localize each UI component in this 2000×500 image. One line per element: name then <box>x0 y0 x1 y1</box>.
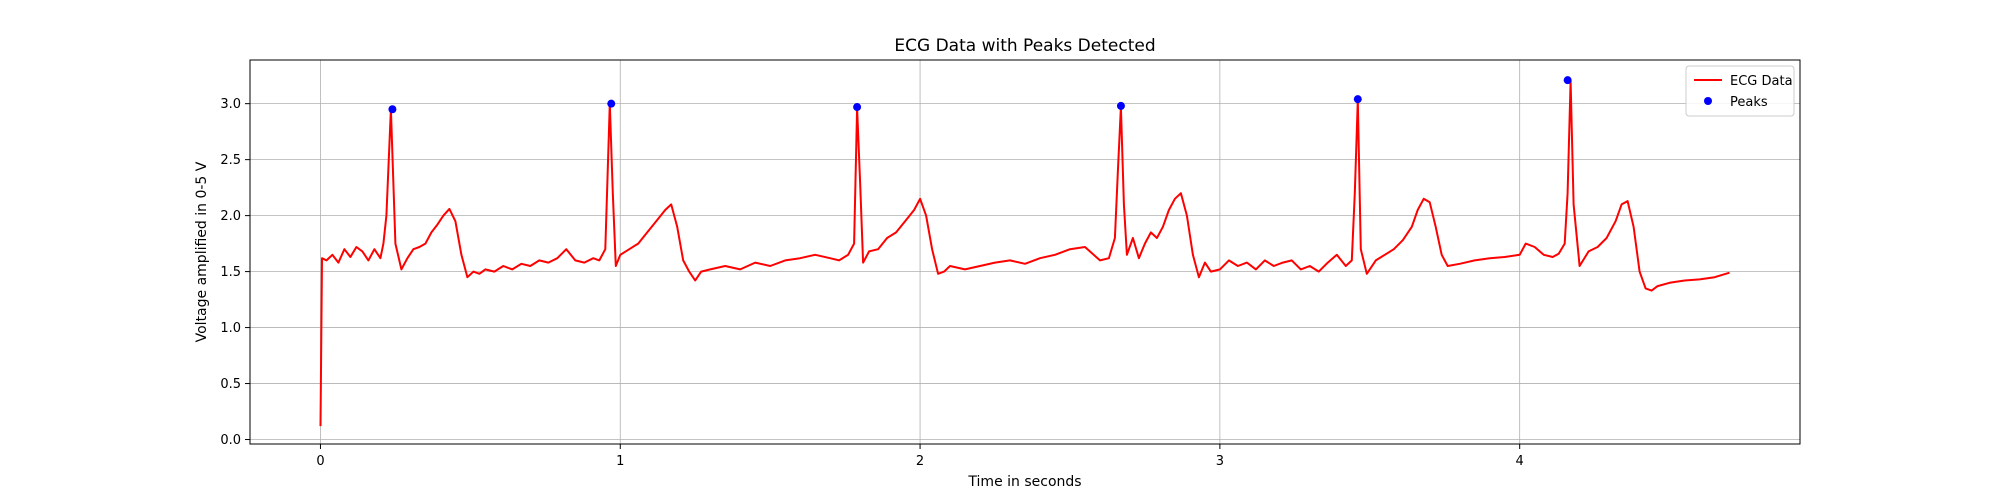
plot-data <box>319 76 1730 427</box>
peak-point <box>388 105 397 114</box>
peak-point <box>1353 95 1362 104</box>
peak-point <box>853 103 862 112</box>
legend-entry-label: Peaks <box>1730 95 1768 110</box>
x-tick-label: 2 <box>916 454 924 469</box>
x-tick-label: 1 <box>616 454 624 469</box>
x-tick-label: 0 <box>316 454 324 469</box>
peak-point <box>1116 101 1125 110</box>
y-tick-label: 2.5 <box>220 153 241 168</box>
y-tick-label: 3.0 <box>220 97 241 112</box>
x-tick-label: 3 <box>1216 454 1224 469</box>
x-tick-label: 4 <box>1516 454 1524 469</box>
y-tick-label: 0.5 <box>220 377 241 392</box>
ecg-data-line <box>319 80 1730 427</box>
grid <box>250 60 1800 444</box>
chart-title: ECG Data with Peaks Detected <box>894 36 1155 56</box>
y-tick-label: 2.0 <box>220 209 241 224</box>
y-tick-label: 0.0 <box>220 433 241 448</box>
peak-point <box>1563 76 1572 85</box>
legend-entry-label: ECG Data <box>1730 74 1793 89</box>
y-axis-label: Voltage amplified in 0-5 V <box>194 161 210 342</box>
legend-box <box>1685 65 1795 117</box>
y-tick-label: 1.5 <box>220 265 241 280</box>
peak-point <box>607 99 616 108</box>
axis-ticks: 0 1 2 3 4 0.0 0.5 1.0 1.5 2.0 2.5 3.0 <box>220 97 1524 469</box>
y-tick-label: 1.0 <box>220 321 241 336</box>
x-axis-label: Time in seconds <box>967 474 1081 490</box>
legend-swatch-marker <box>1704 97 1712 105</box>
legend: ECG Data Peaks <box>1685 65 1795 117</box>
plot-frame <box>249 59 1801 445</box>
